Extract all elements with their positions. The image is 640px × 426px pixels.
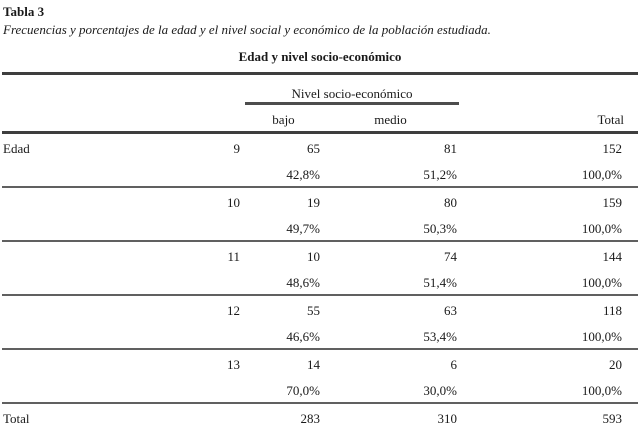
cell-empty (95, 74, 245, 106)
cell-medio-count: 80 (444, 195, 457, 210)
cell-empty (95, 160, 245, 188)
cell-empty (2, 160, 95, 188)
cell-total-pct: 100,0% (459, 268, 638, 296)
total-row-label: Total (3, 411, 30, 426)
cell-bajo-count: 65 (307, 141, 320, 156)
cell-empty (95, 214, 245, 242)
cell-age: 13 (227, 357, 240, 372)
cell-total-count: 593 (602, 411, 623, 426)
cell-total-count: 144 (602, 249, 623, 264)
cell-medio-count: 81 (444, 141, 457, 156)
cell-empty (459, 74, 638, 106)
table-row: 48,6% 51,4% 100,0% (2, 268, 638, 296)
total-row: Total 283 310 593 (2, 403, 638, 426)
cell-bajo-count: 19 (307, 195, 320, 210)
cell-total-count: 159 (602, 195, 623, 210)
group-header-row: Nivel socio-económico (2, 74, 638, 106)
cell-bajo-pct: 49,7% (245, 214, 322, 242)
cell-medio-count: 310 (437, 411, 458, 426)
cell-empty (2, 74, 95, 106)
column-header-row: bajo medio Total (2, 105, 638, 134)
cell-empty (95, 322, 245, 350)
cell-empty (2, 376, 95, 404)
table-row: 42,8% 51,2% 100,0% (2, 160, 638, 188)
cell-medio-pct: 53,4% (322, 322, 459, 350)
cell-bajo-pct: 46,6% (245, 322, 322, 350)
crosstab-table: Nivel socio-económico bajo medio Total E… (2, 72, 638, 426)
cell-medio-pct: 30,0% (322, 376, 459, 404)
cell-total-count: 152 (602, 141, 623, 156)
cell-empty (2, 105, 95, 134)
table-caption: Frecuencias y porcentajes de la edad y e… (3, 22, 491, 37)
table-label: Tabla 3 (3, 4, 45, 19)
cell-bajo-count: 14 (307, 357, 320, 372)
cell-bajo-pct: 42,8% (245, 160, 322, 188)
cell-empty (2, 187, 95, 214)
table-title: Edad y nivel socio-económico (238, 49, 402, 64)
table-row: 10 19 80 159 (2, 187, 638, 214)
cell-empty (95, 376, 245, 404)
cell-empty (2, 295, 95, 322)
cell-total-count: 118 (602, 303, 622, 318)
cell-age: 9 (233, 141, 241, 156)
cell-medio-pct: 51,2% (322, 160, 459, 188)
cell-medio-pct: 50,3% (322, 214, 459, 242)
col-header-total: Total (459, 105, 638, 134)
group-header: Nivel socio-económico (245, 74, 459, 106)
cell-medio-count: 74 (444, 249, 457, 264)
cell-bajo-count: 55 (307, 303, 320, 318)
cell-medio-count: 63 (444, 303, 457, 318)
cell-bajo-count: 10 (307, 249, 320, 264)
cell-empty (2, 268, 95, 296)
table-row: 70,0% 30,0% 100,0% (2, 376, 638, 404)
table-row: 11 10 74 144 (2, 241, 638, 268)
cell-age: 12 (227, 303, 240, 318)
cell-empty (95, 403, 245, 426)
col-header-medio: medio (322, 105, 459, 134)
cell-bajo-count: 283 (300, 411, 321, 426)
cell-empty (2, 349, 95, 376)
table-row: Edad 9 65 81 152 (2, 133, 638, 161)
doc-header: Tabla 3 Frecuencias y porcentajes de la … (0, 4, 640, 65)
cell-empty (2, 241, 95, 268)
row-dimension-label: Edad (3, 141, 30, 156)
table-row: 12 55 63 118 (2, 295, 638, 322)
cell-total-pct: 100,0% (459, 322, 638, 350)
cell-total-count: 20 (609, 357, 622, 372)
cell-total-pct: 100,0% (459, 160, 638, 188)
cell-empty (2, 322, 95, 350)
cell-empty (95, 268, 245, 296)
cell-bajo-pct: 70,0% (245, 376, 322, 404)
cell-age: 10 (227, 195, 240, 210)
cell-total-pct: 100,0% (459, 214, 638, 242)
cell-bajo-pct: 48,6% (245, 268, 322, 296)
table-row: 46,6% 53,4% 100,0% (2, 322, 638, 350)
table-row: 13 14 6 20 (2, 349, 638, 376)
cell-medio-count: 6 (450, 357, 458, 372)
col-header-bajo: bajo (245, 105, 322, 134)
cell-empty (95, 105, 245, 134)
cell-age: 11 (227, 249, 240, 264)
cell-empty (2, 214, 95, 242)
table-row: 49,7% 50,3% 100,0% (2, 214, 638, 242)
cell-total-pct: 100,0% (459, 376, 638, 404)
cell-medio-pct: 51,4% (322, 268, 459, 296)
